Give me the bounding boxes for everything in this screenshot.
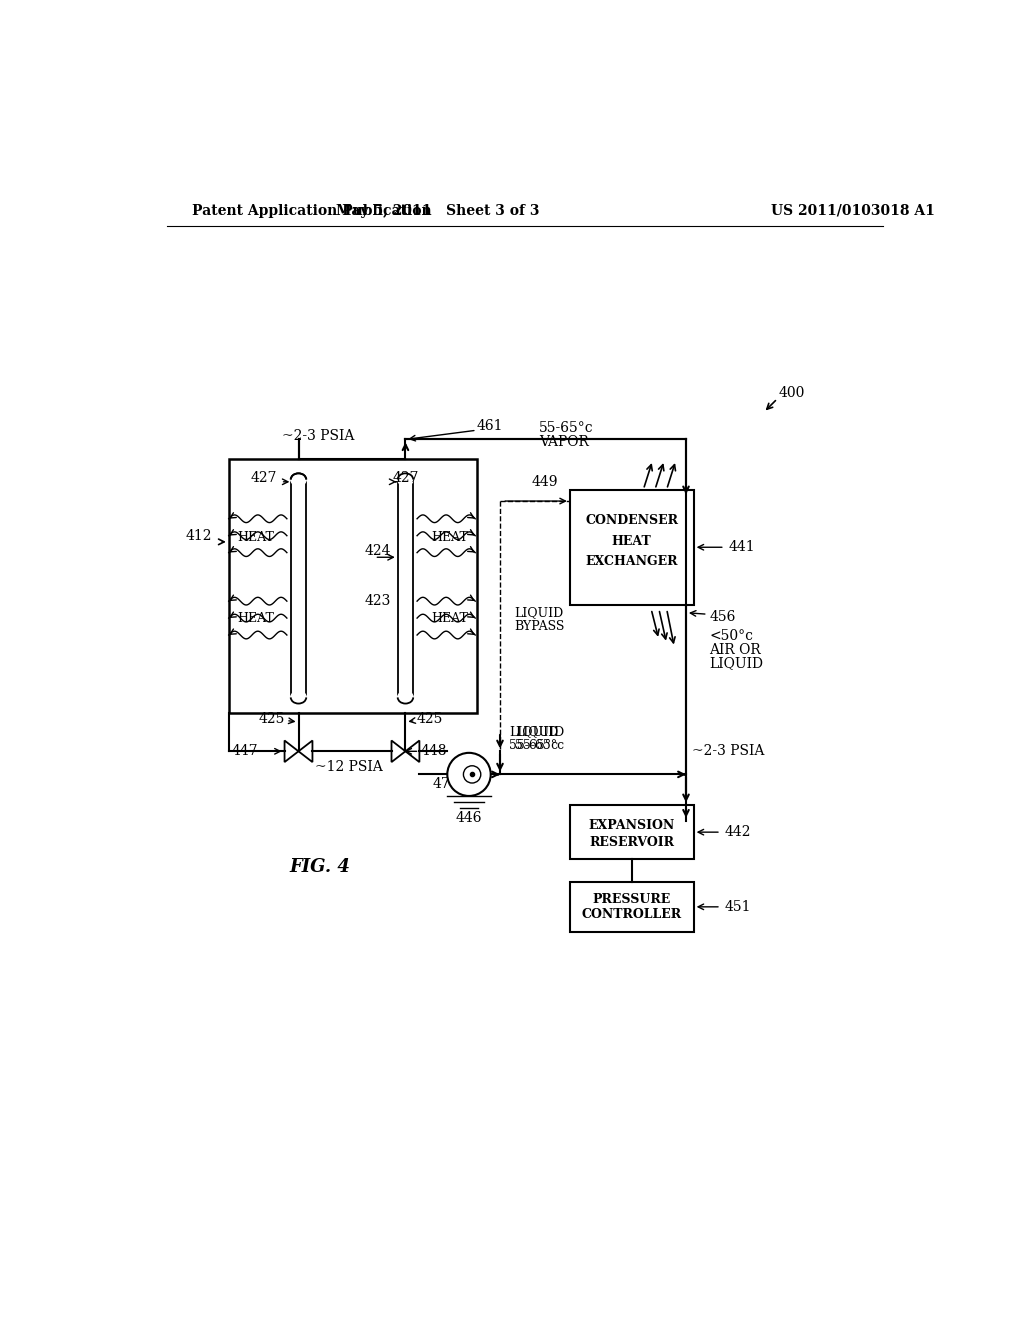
Text: HEAT: HEAT bbox=[612, 535, 651, 548]
Text: 55-65°c: 55-65°c bbox=[509, 739, 558, 751]
Text: BYPASS: BYPASS bbox=[514, 620, 564, 634]
Text: May 5, 2011   Sheet 3 of 3: May 5, 2011 Sheet 3 of 3 bbox=[336, 203, 540, 218]
Bar bbox=[291, 479, 306, 697]
Text: CONDENSER: CONDENSER bbox=[586, 513, 678, 527]
Ellipse shape bbox=[397, 692, 414, 704]
Text: 448: 448 bbox=[421, 744, 447, 758]
Text: CONTROLLER: CONTROLLER bbox=[582, 908, 682, 921]
Ellipse shape bbox=[397, 474, 414, 486]
Bar bbox=[397, 479, 414, 697]
Text: LIQUID: LIQUID bbox=[509, 726, 558, 739]
Text: PRESSURE: PRESSURE bbox=[593, 892, 671, 906]
Bar bbox=[569, 490, 693, 605]
Text: HEAT: HEAT bbox=[431, 611, 468, 624]
Bar bbox=[228, 459, 477, 713]
Text: 412: 412 bbox=[185, 529, 212, 543]
Text: 55-65°c: 55-65°c bbox=[515, 739, 564, 751]
Ellipse shape bbox=[291, 474, 306, 486]
Text: 446: 446 bbox=[456, 810, 482, 825]
Text: 449: 449 bbox=[531, 475, 558, 488]
Text: 451: 451 bbox=[725, 900, 752, 913]
Text: 427: 427 bbox=[250, 471, 276, 484]
Text: US 2011/0103018 A1: US 2011/0103018 A1 bbox=[771, 203, 935, 218]
Text: EXCHANGER: EXCHANGER bbox=[586, 556, 678, 569]
Text: 447: 447 bbox=[231, 744, 258, 758]
Text: 425: 425 bbox=[258, 711, 285, 726]
Bar bbox=[569, 882, 693, 932]
Text: 442: 442 bbox=[725, 825, 752, 840]
Text: VAPOR: VAPOR bbox=[539, 434, 589, 449]
Text: LIQUID: LIQUID bbox=[514, 606, 563, 619]
Circle shape bbox=[447, 752, 490, 796]
Text: EXPANSION: EXPANSION bbox=[589, 820, 675, 833]
Text: 441: 441 bbox=[729, 540, 756, 554]
Text: 471: 471 bbox=[432, 776, 459, 791]
Text: Patent Application Publication: Patent Application Publication bbox=[191, 203, 431, 218]
Text: 55-65°c: 55-65°c bbox=[539, 421, 593, 434]
Text: 456: 456 bbox=[710, 610, 735, 623]
Text: RESERVOIR: RESERVOIR bbox=[589, 836, 674, 849]
Text: AIR OR: AIR OR bbox=[710, 643, 761, 656]
Text: FIG. 4: FIG. 4 bbox=[290, 858, 350, 875]
Text: ~2-3 PSIA: ~2-3 PSIA bbox=[692, 744, 765, 758]
Text: 427: 427 bbox=[393, 471, 420, 484]
Bar bbox=[569, 805, 693, 859]
Text: 400: 400 bbox=[779, 387, 805, 400]
Text: ~2-3 PSIA: ~2-3 PSIA bbox=[282, 429, 354, 442]
Text: 461: 461 bbox=[477, 420, 503, 433]
Text: 425: 425 bbox=[417, 711, 442, 726]
Text: <50°c: <50°c bbox=[710, 628, 754, 643]
Text: HEAT: HEAT bbox=[238, 531, 274, 544]
Text: 424: 424 bbox=[365, 544, 391, 558]
Text: HEAT: HEAT bbox=[431, 531, 468, 544]
Text: HEAT: HEAT bbox=[238, 611, 274, 624]
Ellipse shape bbox=[291, 692, 306, 704]
Text: LIQUID: LIQUID bbox=[710, 656, 763, 671]
Text: ~12 PSIA: ~12 PSIA bbox=[315, 760, 383, 774]
Text: 423: 423 bbox=[365, 594, 391, 609]
Text: LIQUID: LIQUID bbox=[515, 726, 565, 739]
